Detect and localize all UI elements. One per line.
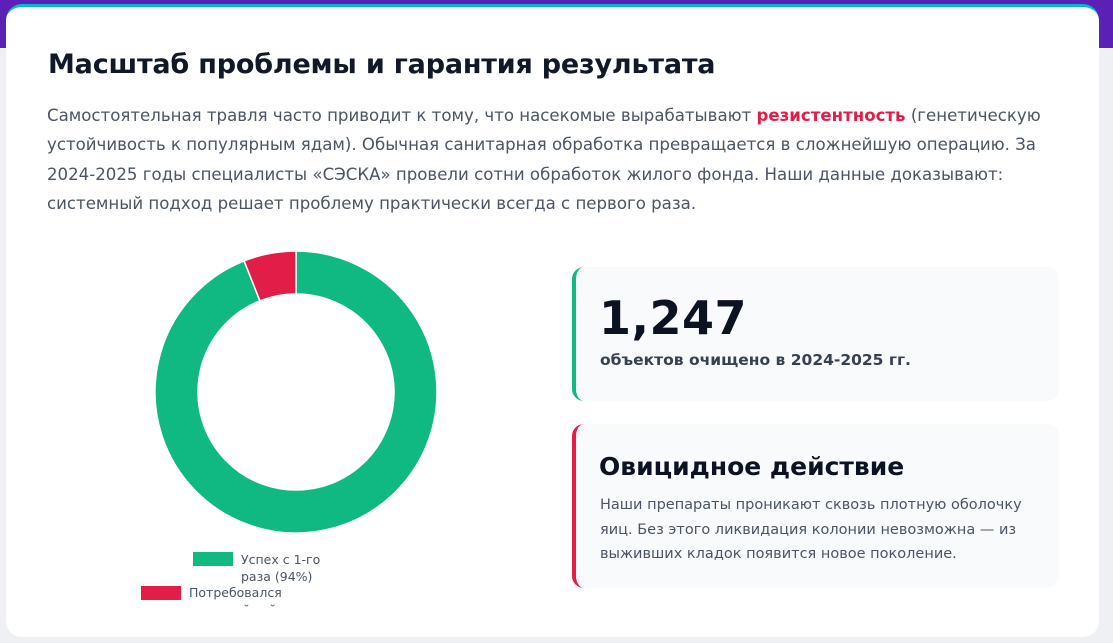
objects-label: объектов очищено в 2024-2025 гг. xyxy=(600,351,911,369)
doughnut-svg xyxy=(154,250,438,534)
stat-card-ovicide: Овицидное действие Наши препараты проник… xyxy=(572,424,1059,588)
legend-label-success: Успех с 1-го раза (94%) xyxy=(241,552,321,584)
legend-label-warranty: Потребовался гарантийный xyxy=(189,585,282,607)
success-doughnut-chart xyxy=(134,243,446,543)
doughnut-slice-success[interactable] xyxy=(154,250,438,534)
legend-swatch-warranty xyxy=(141,586,181,600)
ovicide-heading: Овицидное действие xyxy=(599,452,905,481)
chart-legend: Успех с 1-го раза (94%) Потребовался гар… xyxy=(136,545,396,607)
legend-item-warranty[interactable]: Потребовался гарантийный xyxy=(141,583,341,607)
legend-swatch-success xyxy=(193,552,233,566)
intro-text-start: Самостоятельная травля часто приводит к … xyxy=(47,106,757,125)
doughnut-slice-warranty[interactable] xyxy=(243,250,297,302)
stat-card-objects: 1,247 объектов очищено в 2024-2025 гг. xyxy=(572,267,1059,401)
section-title: Масштаб проблемы и гарантия результата xyxy=(48,49,716,80)
intro-highlight: резистентность xyxy=(756,106,906,125)
objects-count: 1,247 xyxy=(599,291,748,345)
intro-text-end: (генетическую устойчивость к популярным … xyxy=(47,106,1041,213)
ovicide-description: Наши препараты проникают сквозь плотную … xyxy=(600,497,1022,562)
problem-scale-section: Масштаб проблемы и гарантия результата С… xyxy=(6,4,1099,637)
section-intro: Самостоятельная травля часто приводит к … xyxy=(47,101,1067,218)
legend-item-success[interactable]: Успех с 1-го раза (94%) xyxy=(193,548,393,588)
